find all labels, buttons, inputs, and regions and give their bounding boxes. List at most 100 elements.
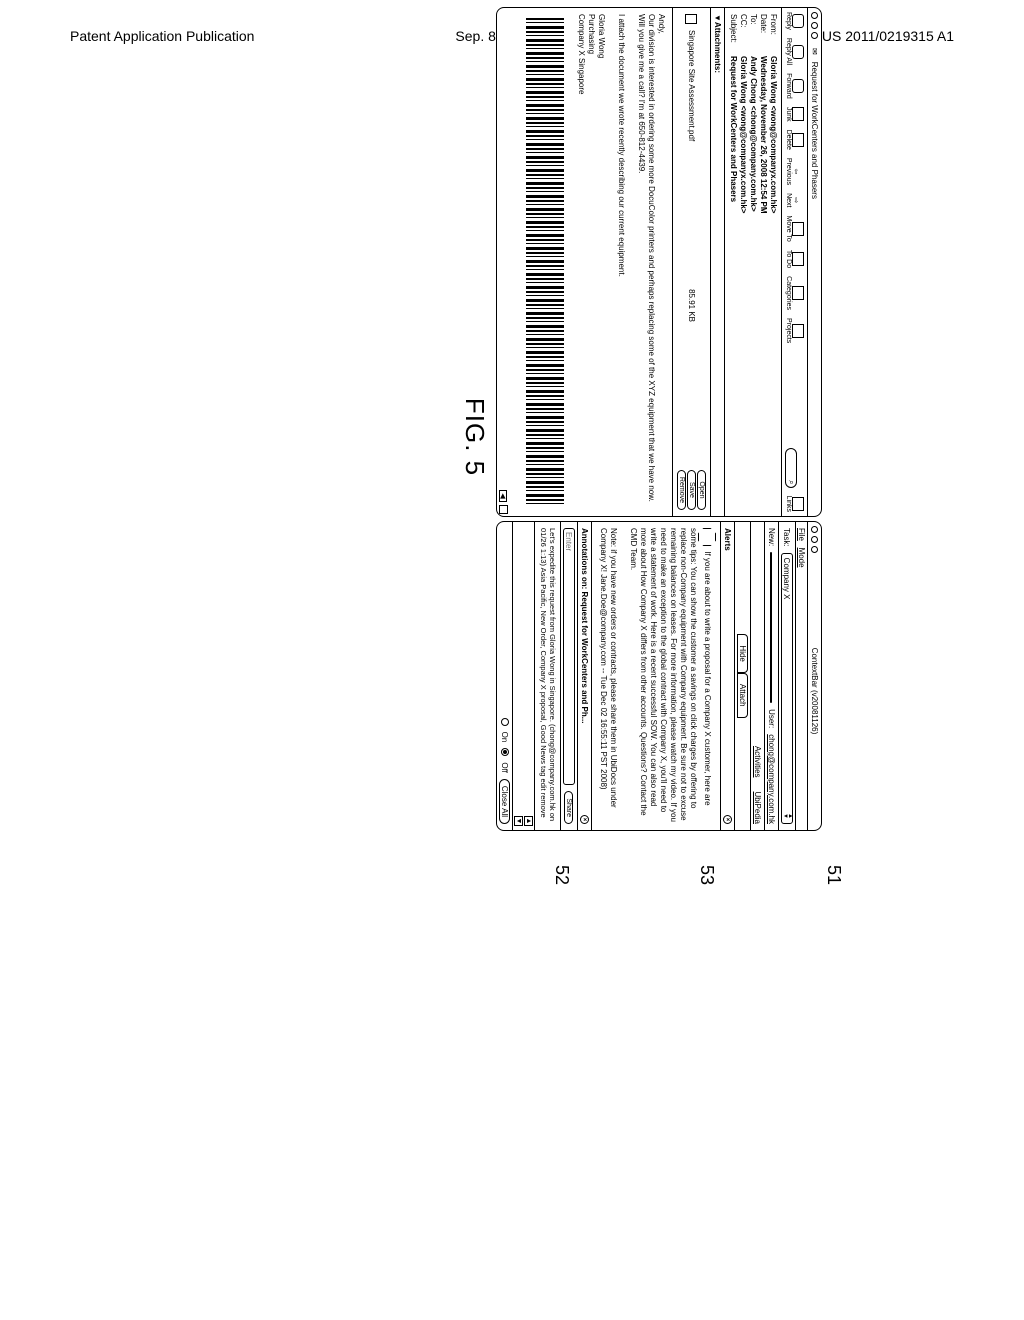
contextbar-title: ContextBar (v20081126) (810, 648, 819, 735)
body-p2: I attach the document we wrote recently … (616, 14, 626, 510)
scroll-up-icon[interactable]: ▲ (524, 816, 533, 826)
projects-icon[interactable] (792, 324, 804, 338)
attachments-header[interactable]: ▼Attachments: (710, 8, 724, 516)
pdf-file-icon (686, 14, 698, 24)
reply-label: Reply (785, 12, 792, 30)
alerts-note: Note: if you have new orders or contract… (599, 528, 618, 808)
alerts-title: Alerts (723, 528, 732, 551)
traffic-light-zoom-icon[interactable] (811, 32, 818, 39)
from-value: Gloria Wong <wong@companyx.com.hk> (769, 56, 778, 213)
annotation-text: Let's expedite this request from Gloria … (535, 522, 560, 830)
traffic-light-min-icon[interactable] (811, 22, 818, 29)
to-value: Andy Chong <chong@company.com.hk> (749, 56, 758, 212)
email-title: Request for WorkCenters and Phasers (810, 62, 819, 199)
subject-value: Request for WorkCenters and Phasers (729, 56, 738, 202)
cc-lbl: CC: (738, 14, 748, 56)
contextbar-tabs: Hide Attach (734, 522, 750, 830)
traffic-light-close-icon[interactable] (811, 12, 818, 19)
activities-link[interactable]: Activities (753, 746, 762, 778)
annotations-close-icon[interactable]: × (580, 815, 589, 824)
off-label: Off (500, 762, 509, 773)
annotations-header: Annotations on: Request for WorkCenters … (577, 522, 592, 830)
user-value[interactable]: chong@company.com.hk (767, 734, 776, 824)
previous-label: Previous (785, 158, 792, 185)
subject-lbl: Subject: (728, 14, 738, 56)
tab-hide[interactable]: Hide (737, 634, 748, 672)
remove-button[interactable]: Remove (677, 470, 686, 510)
attachments-label: Attachments: (713, 22, 722, 73)
alerts-header: Alerts × (720, 522, 734, 830)
menu-file[interactable]: File (797, 528, 806, 541)
task-label: Task: (783, 528, 792, 547)
attachment-size: 85.91 KB (687, 289, 696, 322)
email-toolbar: Reply Reply All Forward Junk Delete ⇦Pre… (781, 8, 807, 516)
delete-icon[interactable] (792, 133, 804, 147)
moveto-icon[interactable] (792, 222, 804, 236)
ctx-zoom-icon[interactable] (811, 546, 818, 553)
sig-company: Company X Singapore (576, 14, 586, 510)
annotation-input[interactable] (563, 528, 575, 785)
links-icon[interactable] (792, 497, 804, 511)
tab-attach[interactable]: Attach (737, 673, 748, 718)
todo-icon[interactable] (792, 252, 804, 266)
alerts-close-icon[interactable]: × (723, 815, 732, 824)
date-value: Wednesday, November 26, 2008 12:54 PM (759, 56, 768, 214)
email-window: ✉ Request for WorkCenters and Phasers Re… (496, 7, 822, 517)
pub-right: US 2011/0219315 A1 (822, 28, 954, 44)
scroll-down-icon[interactable]: ▼ (514, 816, 523, 826)
contextbar-window: ContextBar (v20081126) File Mode Task: C… (496, 521, 822, 831)
body-greeting: Andy, (656, 14, 666, 510)
forward-label: Forward (785, 73, 792, 99)
new-label: New: (767, 528, 776, 546)
alerts-text: If you are about to write a proposal for… (629, 528, 712, 822)
reply-icon[interactable] (792, 14, 804, 28)
contextbar-footer: On Off Close All (497, 522, 513, 830)
search-input[interactable]: ⌕ (785, 448, 797, 488)
ctx-min-icon[interactable] (811, 536, 818, 543)
menu-mode[interactable]: Mode (797, 548, 806, 568)
scroll-left-icon[interactable]: ◀ (499, 490, 507, 502)
forward-icon[interactable] (792, 79, 804, 93)
new-field[interactable] (771, 552, 773, 703)
open-button[interactable]: Open (697, 470, 706, 510)
task-field[interactable]: Company X▲▼ (781, 553, 793, 824)
close-all-button[interactable]: Close All (499, 779, 510, 824)
previous-icon[interactable]: ⇦ (792, 169, 800, 175)
share-button[interactable]: Share (565, 791, 574, 824)
on-label: On (500, 732, 509, 743)
attachment-row[interactable]: Singapore Site Assessment.pdf 85.91 KB O… (672, 8, 710, 516)
ref-53: 53 (696, 865, 717, 885)
next-icon[interactable]: ⇨ (792, 197, 800, 203)
radio-off[interactable] (501, 748, 509, 756)
sig-name: Gloria Wong (596, 14, 606, 510)
ubipedia-link[interactable]: UbiPedia (753, 792, 762, 824)
reply-all-icon[interactable] (792, 45, 804, 59)
sig-dept: Purchasing (586, 14, 596, 510)
ref-51: 51 (823, 865, 844, 885)
next-label: Next (785, 193, 792, 207)
contextbar-menu: File Mode (795, 522, 807, 830)
reply-all-label: Reply All (785, 38, 792, 65)
junk-icon[interactable] (792, 107, 804, 121)
moveto-label: Move To (785, 216, 792, 242)
radio-on[interactable] (501, 718, 509, 726)
scroll-corner-icon[interactable] (499, 505, 508, 514)
date-lbl: Date: (758, 14, 768, 56)
from-lbl: From: (768, 14, 778, 56)
todo-label: To Do (785, 250, 792, 268)
stepper-icon[interactable]: ▲▼ (782, 813, 792, 819)
figure-caption: FIG. 5 (459, 7, 490, 867)
delete-label: Delete (785, 130, 792, 150)
ctx-close-icon[interactable] (811, 526, 818, 533)
cc-value: Gloria Wong <wong@companyx.com.hk> (739, 56, 748, 213)
stop-icon (698, 528, 716, 546)
barcode-image (526, 18, 564, 506)
body-p1: Our division is interested in ordering s… (636, 14, 656, 510)
contextbar-titlebar: ContextBar (v20081126) (807, 522, 821, 830)
categories-icon[interactable] (792, 286, 804, 300)
junk-label: Junk (785, 107, 792, 122)
ref-52: 52 (551, 865, 572, 885)
alerts-body: If you are about to write a proposal for… (592, 522, 720, 830)
user-label: User: (767, 709, 776, 728)
save-button[interactable]: Save (687, 470, 696, 510)
